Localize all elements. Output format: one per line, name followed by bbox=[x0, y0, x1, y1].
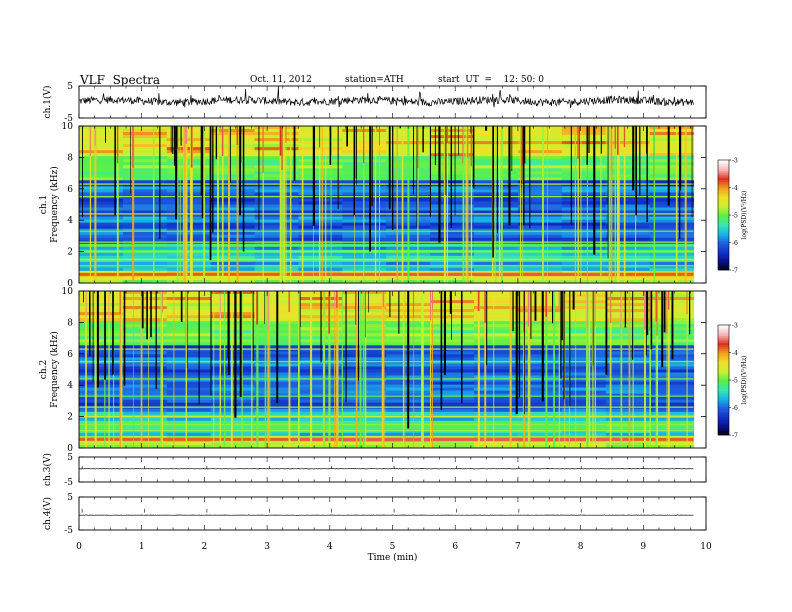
ch2-spectrogram-colorbar-label--3: -3 bbox=[732, 323, 738, 330]
ch2-spectrogram-colorbar-label--6: -6 bbox=[732, 405, 738, 412]
xtick-label-7: 7 bbox=[515, 542, 521, 552]
ch2-spectrogram-colorbar-label--4: -4 bbox=[732, 350, 738, 357]
ch2-spectrogram-colorbar-title: log(PSD)(V²/Hz) bbox=[741, 356, 748, 405]
ch1-spectrogram-colorbar-label--6: -6 bbox=[732, 240, 738, 247]
ch2-spectrogram-ytick-label-8: 8 bbox=[67, 318, 73, 328]
ch2-spectrogram-ytick-label-0: 0 bbox=[67, 444, 73, 454]
ch4-waveform-ylabel: ch.4(V) bbox=[42, 497, 53, 530]
header-date: Oct. 11, 2012 bbox=[250, 75, 312, 85]
ch1-spectrogram-ylabel-channel: ch.1 bbox=[39, 195, 49, 214]
xtick-label-2: 2 bbox=[202, 542, 208, 552]
ch2-spectrogram-ytick-label-10: 10 bbox=[62, 287, 74, 297]
ch1-spectrogram-colorbar-label--7: -7 bbox=[732, 268, 738, 275]
ch1-spectrogram-ytick-label-2: 2 bbox=[67, 248, 73, 258]
ch1-waveform-trace bbox=[78, 85, 694, 109]
ch3-waveform-ytick-label--5: -5 bbox=[64, 478, 73, 488]
xtick-label-5: 5 bbox=[390, 542, 396, 552]
ch2-spectrogram-colorbar-label--5: -5 bbox=[732, 378, 738, 385]
ch2-spectrogram-colorbar-label--7: -7 bbox=[732, 433, 738, 440]
ch1-spectrogram-colorbar bbox=[718, 160, 729, 271]
xtick-label-0: 0 bbox=[76, 542, 82, 552]
ch4-waveform-ytick-label-5: 5 bbox=[67, 493, 73, 503]
ch2-spectrogram-ytick-label-2: 2 bbox=[67, 413, 73, 423]
ch1-spectrogram-colorbar-label--3: -3 bbox=[732, 158, 738, 165]
xtick-label-10: 10 bbox=[700, 542, 712, 552]
ch1-spectrogram-ytick-label-10: 10 bbox=[62, 122, 74, 132]
ch1-waveform-ytick-label--5: -5 bbox=[64, 114, 73, 124]
ch2-spectrogram-ytick-label-6: 6 bbox=[67, 350, 73, 360]
ch3-waveform-ytick-label-5: 5 bbox=[67, 453, 73, 463]
xtick-label-6: 6 bbox=[452, 542, 458, 552]
xtick-label-8: 8 bbox=[578, 542, 584, 552]
header-station: station=ATH bbox=[345, 75, 404, 85]
header-start-ut: start UT = 12: 50: 0 bbox=[438, 75, 544, 85]
ch2-spectrogram-spectrogram bbox=[79, 291, 695, 449]
ch1-spectrogram-ytick-label-6: 6 bbox=[67, 185, 73, 195]
xtick-label-1: 1 bbox=[139, 542, 145, 552]
ch1-waveform-ylabel: ch.1(V) bbox=[42, 86, 53, 119]
ch1-spectrogram-ytick-label-0: 0 bbox=[67, 279, 73, 289]
ch1-waveform-ytick-label-5: 5 bbox=[67, 82, 73, 92]
ch2-spectrogram-ylabel-frequency: Frequency (kHz) bbox=[49, 331, 60, 408]
ch2-spectrogram-colorbar bbox=[718, 325, 729, 436]
ch4-waveform-frame bbox=[78, 496, 707, 531]
ch1-spectrogram-colorbar-label--4: -4 bbox=[732, 185, 738, 192]
ch1-spectrogram-colorbar-label--5: -5 bbox=[732, 213, 738, 220]
ch3-waveform-ylabel: ch.3(V) bbox=[42, 453, 53, 486]
ch1-spectrogram-colorbar-title: log(PSD)(V²/Hz) bbox=[741, 191, 748, 240]
xtick-label-4: 4 bbox=[327, 542, 333, 552]
ch2-spectrogram-ylabel-channel: ch.2 bbox=[39, 360, 49, 379]
ch1-spectrogram-ytick-label-8: 8 bbox=[67, 153, 73, 163]
figure-title: VLF Spectra bbox=[80, 73, 161, 87]
ch1-spectrogram-spectrogram bbox=[79, 126, 695, 284]
ch1-spectrogram-ytick-label-4: 4 bbox=[67, 216, 73, 226]
ch1-spectrogram-ylabel-frequency: Frequency (kHz) bbox=[49, 166, 60, 243]
xtick-label-3: 3 bbox=[264, 542, 270, 552]
xtick-label-9: 9 bbox=[640, 542, 646, 552]
ch4-waveform-ytick-label--5: -5 bbox=[64, 526, 73, 536]
ch2-spectrogram-ytick-label-4: 4 bbox=[67, 381, 73, 391]
xaxis-label: Time (min) bbox=[368, 552, 418, 563]
